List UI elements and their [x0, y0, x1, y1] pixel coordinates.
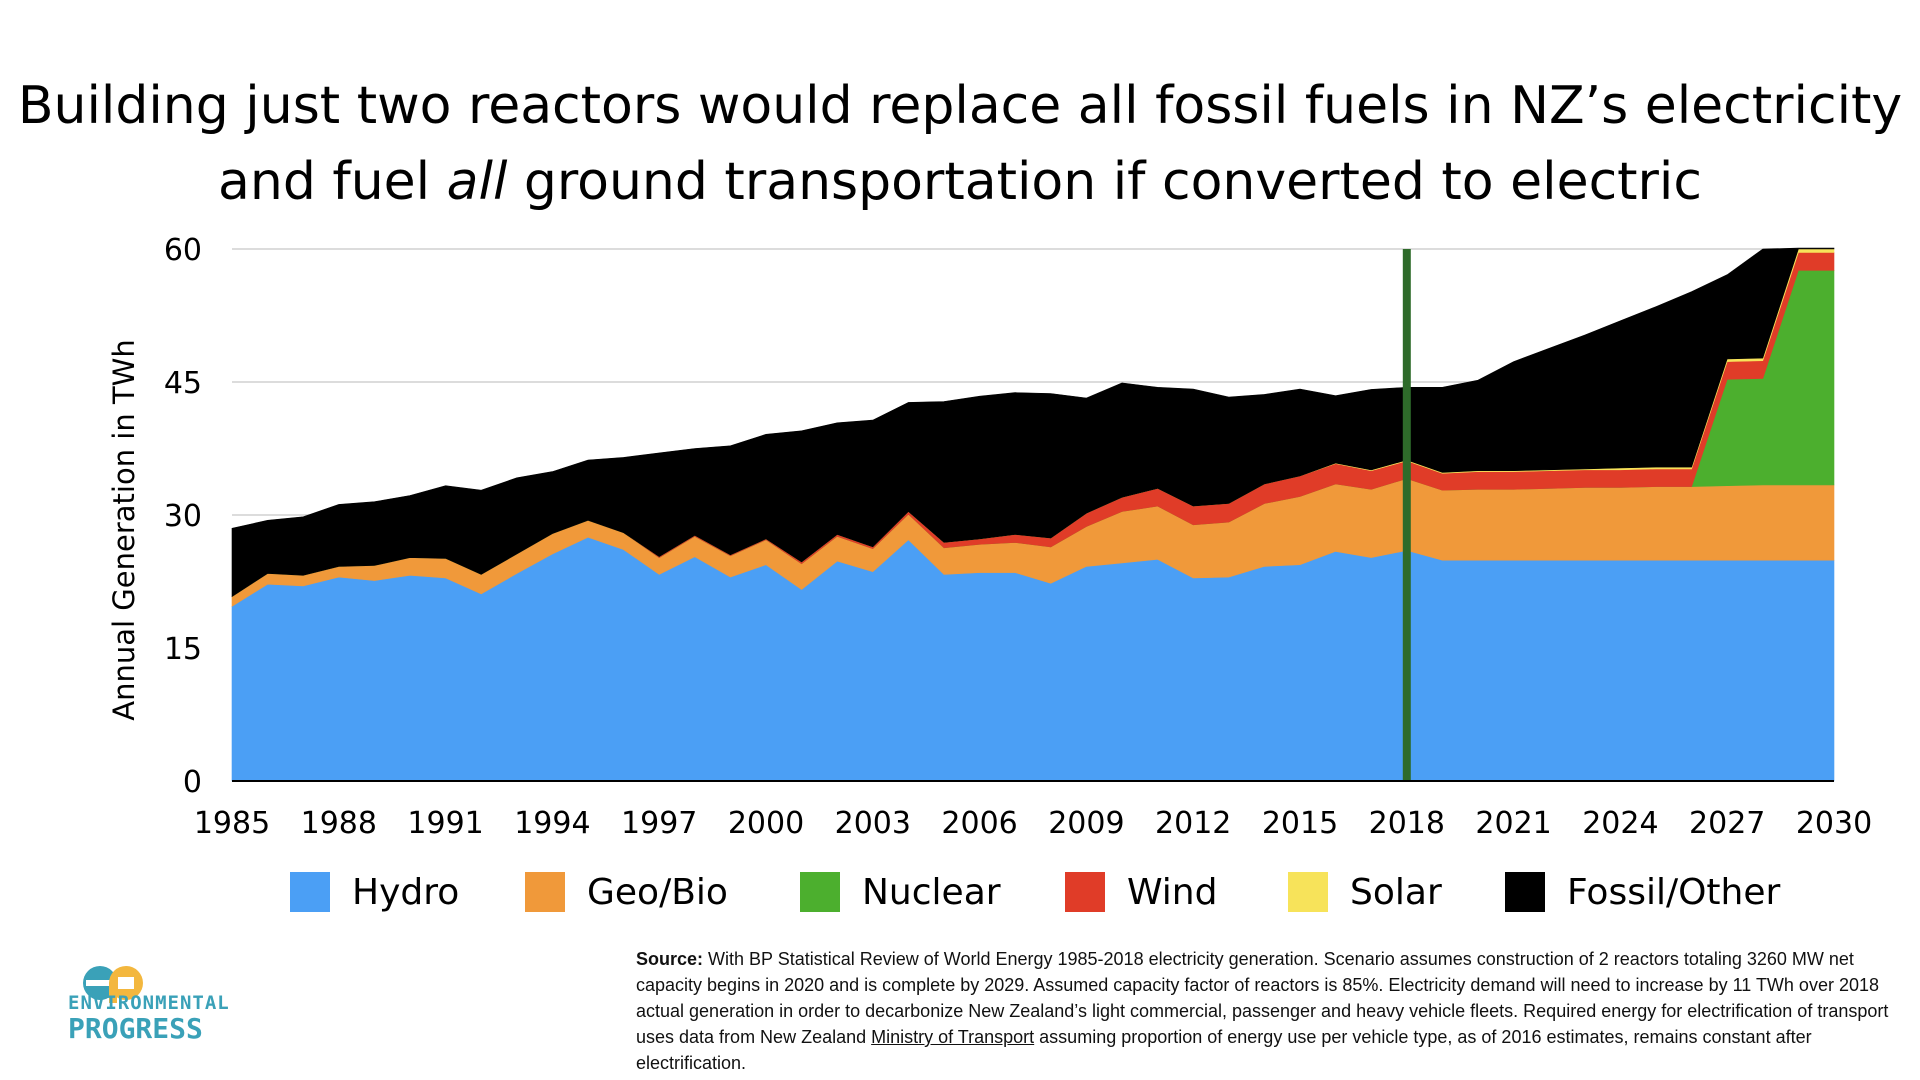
chart-legend: Hydro Geo/Bio Nuclear Wind Solar Fossil/Other: [0, 862, 1920, 922]
title-line-2: and fuel all ground transportation if co…: [218, 152, 1702, 212]
x-tick-label: 2006: [941, 806, 1017, 841]
area-fossil-other: [231, 247, 1835, 598]
x-tick-label: 2030: [1796, 806, 1872, 841]
x-tick-label: 2000: [728, 806, 804, 841]
x-tick-label: 1994: [514, 806, 590, 841]
legend-label: Hydro: [352, 871, 460, 913]
title-line-1: Building just two reactors would replace…: [17, 76, 1903, 136]
x-tick-label: 1991: [407, 806, 483, 841]
legend-label: Solar: [1350, 871, 1442, 913]
legend-swatch: [1505, 872, 1545, 912]
legend-swatch: [1065, 872, 1105, 912]
y-tick-label: 30: [164, 499, 202, 534]
chart-title: Building just two reactors would replace…: [0, 68, 1920, 220]
x-tick-label: 1997: [621, 806, 697, 841]
y-tick-label: 0: [183, 765, 202, 800]
legend-item-wind: Wind: [1065, 862, 1217, 922]
title-emphasis: all: [446, 152, 508, 212]
source-label: Source:: [636, 949, 704, 969]
x-tick-label: 2024: [1582, 806, 1658, 841]
legend-item-hydro: Hydro: [290, 862, 459, 922]
x-tick-label: 2015: [1262, 806, 1338, 841]
legend-item-fossil-other: Fossil/Other: [1505, 862, 1780, 922]
legend-item-geo-bio: Geo/Bio: [525, 862, 728, 922]
legend-label: Nuclear: [862, 871, 1001, 913]
stacked-areas: [231, 247, 1835, 782]
y-tick-label: 60: [164, 233, 202, 268]
marker-2018-bar: [1402, 249, 1411, 781]
logo-text-line-2: PROGRESS: [68, 1012, 203, 1045]
y-axis-label: Annual Generation in TWh: [107, 339, 141, 720]
x-tick-label: 2009: [1048, 806, 1124, 841]
axes: 0 15 30 45 60 1985 1988 1991 1994 1997 2000 2003 200…: [164, 233, 1872, 841]
x-tick-label: 2012: [1155, 806, 1231, 841]
x-tick-label: 1988: [301, 806, 377, 841]
legend-label: Wind: [1127, 871, 1218, 913]
x-tick-label: 2027: [1689, 806, 1765, 841]
ministry-of-transport-link[interactable]: Ministry of Transport: [871, 1027, 1035, 1047]
x-tick-label: 2018: [1369, 806, 1445, 841]
y-tick-label: 45: [164, 366, 202, 401]
legend-swatch: [1288, 872, 1328, 912]
legend-item-solar: Solar: [1288, 862, 1442, 922]
legend-swatch: [525, 872, 565, 912]
legend-item-nuclear: Nuclear: [800, 862, 1001, 922]
legend-label: Fossil/Other: [1567, 871, 1781, 913]
legend-swatch: [800, 872, 840, 912]
legend-swatch: [290, 872, 330, 912]
x-tick-label: 2003: [835, 806, 911, 841]
x-tick-label: 1985: [194, 806, 270, 841]
environmental-progress-logo: [83, 966, 143, 1003]
year-marker: [1402, 249, 1411, 781]
x-tick-label: 2021: [1475, 806, 1551, 841]
source-text-pre: With BP Statistical Review of World Ener…: [636, 949, 1889, 1047]
y-tick-label: 15: [164, 632, 202, 667]
legend-label: Geo/Bio: [587, 871, 728, 913]
logo-text-line-1: ENVIRONMENTAL: [68, 992, 230, 1014]
source-text-post: assuming proportion of energy use per ve…: [636, 1027, 1812, 1073]
source-note: Source: With BP Statistical Review of Wo…: [636, 946, 1906, 1076]
